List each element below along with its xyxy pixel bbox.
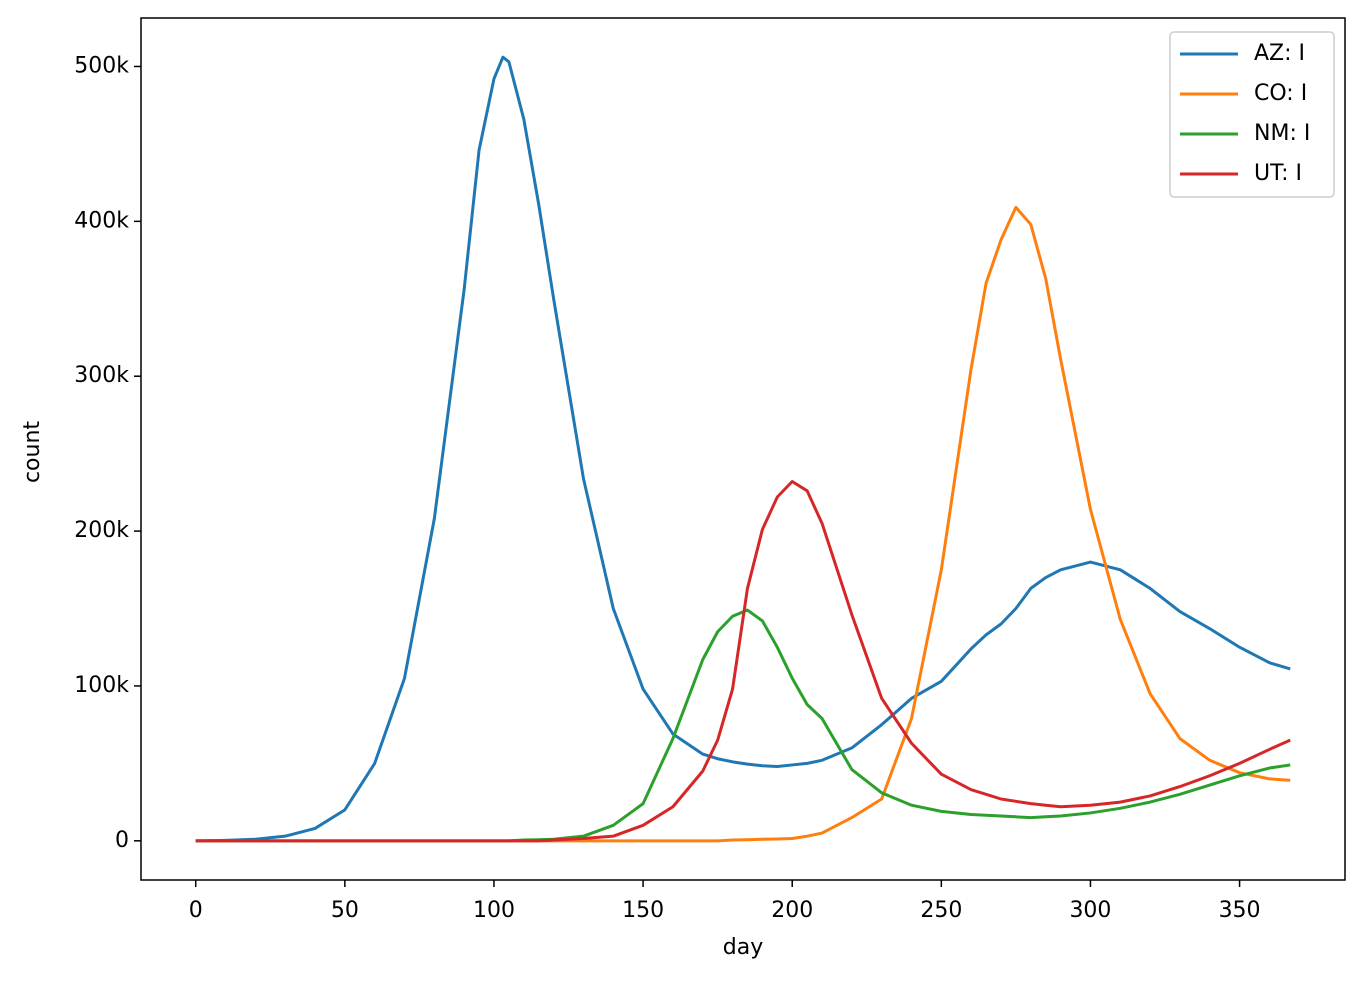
x-tick-label: 350 [1219,898,1261,923]
legend-box [1169,31,1335,198]
x-axis-label: day [723,935,763,960]
x-tick-label: 250 [920,898,962,923]
legend-label: CO: I [1254,81,1307,106]
y-axis-label: count [20,421,45,483]
y-tick-label: 100k [74,673,129,698]
series-line [195,55,1291,843]
series-line [195,480,1291,843]
x-tick-label: 100 [473,898,515,923]
x-tick-label: 150 [622,898,664,923]
y-tick-label: 0 [115,828,129,853]
x-tick-label: 50 [331,898,359,923]
x-tick-label: 200 [771,898,813,923]
x-tick-label: 0 [189,898,203,923]
legend-label: UT: I [1254,161,1302,186]
y-tick-label: 300k [74,363,129,388]
legend-label: NM: I [1254,121,1310,146]
x-tick-label: 300 [1069,898,1111,923]
y-tick-label: 200k [74,518,129,543]
legend-label: AZ: I [1254,41,1305,66]
plot-frame [140,17,1346,881]
y-tick-label: 400k [74,208,129,233]
y-tick-label: 500k [74,53,129,78]
